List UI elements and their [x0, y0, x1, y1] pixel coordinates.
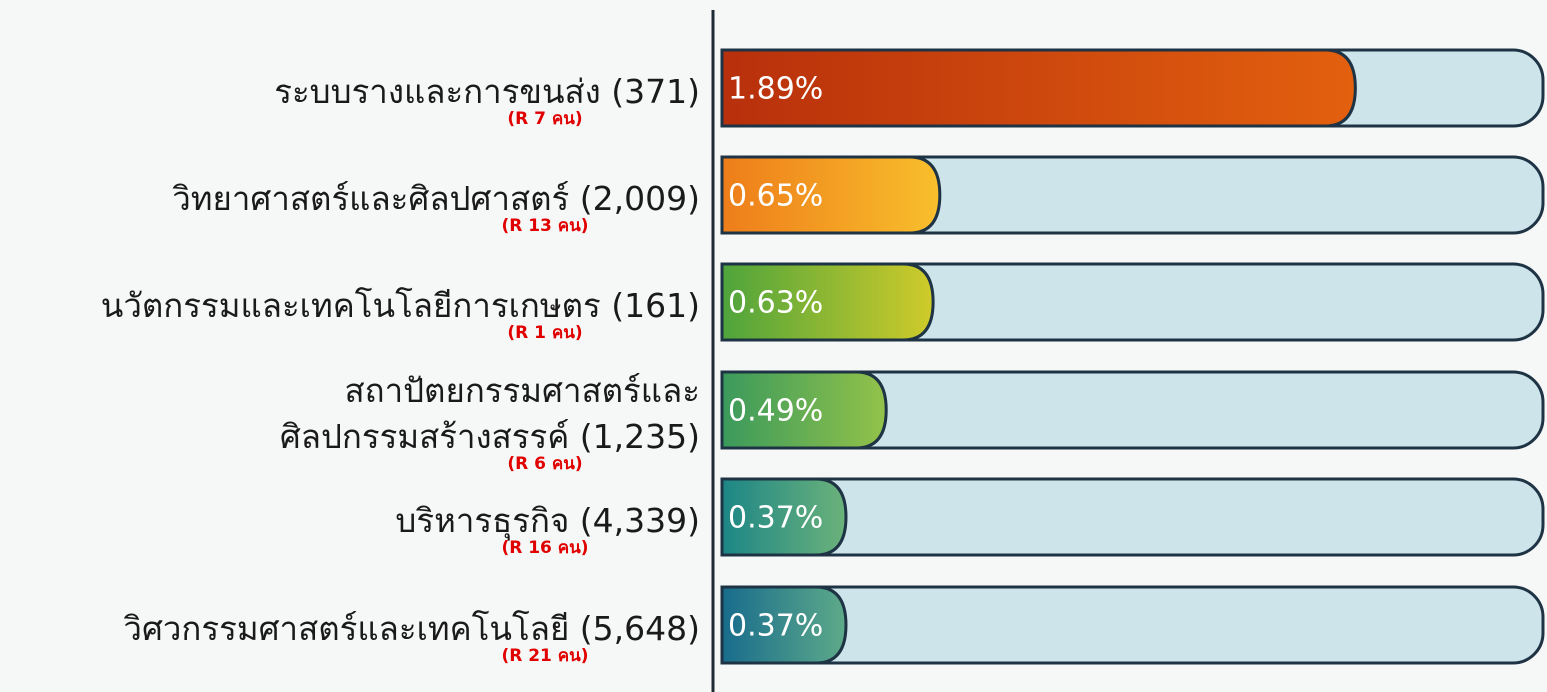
- category-annotation: (R 16 คน): [501, 538, 589, 558]
- value-label: 0.65%: [728, 179, 823, 214]
- bar: [720, 262, 935, 342]
- category-annotation: (R 7 คน): [507, 109, 583, 129]
- category-label: สถาปัตยกรรมศาสตร์และ ศิลปกรรมสร้างสรรค์ …: [279, 371, 700, 456]
- category-label: ระบบรางและการขนส่ง (371): [274, 72, 700, 111]
- category-annotation: (R 6 คน): [507, 454, 583, 474]
- category-annotation: (R 21 คน): [501, 646, 589, 666]
- category-label: นวัตกรรมและเทคโนโลยีการเกษตร (161): [100, 286, 700, 325]
- category-annotation: (R 13 คน): [501, 216, 589, 236]
- bar: [720, 370, 888, 450]
- bar: [720, 477, 848, 557]
- value-label: 1.89%: [728, 72, 823, 107]
- category-label: บริหารธุรกิจ (4,339): [395, 501, 700, 540]
- bar: [720, 155, 942, 235]
- value-label: 0.63%: [728, 286, 823, 321]
- category-label: วิศวกรรมศาสตร์และเทคโนโลยี (5,648): [123, 609, 700, 648]
- category-annotation: (R 1 คน): [507, 323, 583, 343]
- value-label: 0.49%: [728, 394, 823, 429]
- bar: [720, 585, 848, 665]
- value-label: 0.37%: [728, 501, 823, 536]
- bar: [720, 48, 1357, 128]
- value-label: 0.37%: [728, 609, 823, 644]
- category-label: วิทยาศาสตร์และศิลปศาสตร์ (2,009): [172, 179, 700, 218]
